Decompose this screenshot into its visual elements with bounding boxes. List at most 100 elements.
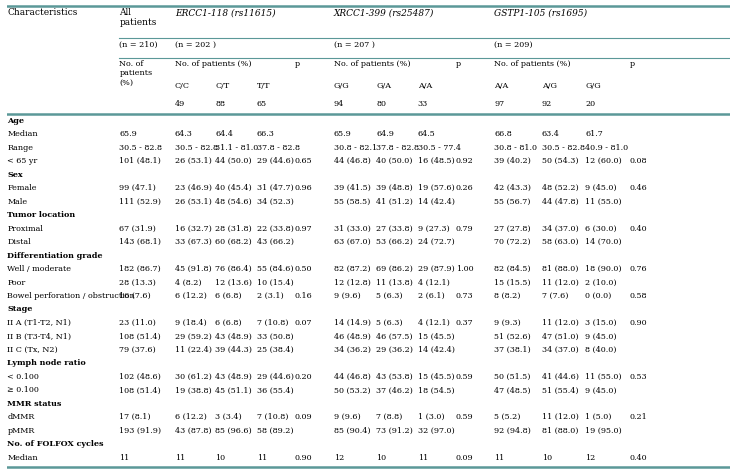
Text: 34 (37.0): 34 (37.0) — [542, 224, 579, 232]
Text: 65.9: 65.9 — [119, 130, 137, 138]
Text: 15 (45.5): 15 (45.5) — [418, 372, 454, 380]
Text: 60 (68.2): 60 (68.2) — [215, 238, 252, 246]
Text: 11: 11 — [119, 453, 130, 461]
Text: 34 (52.3): 34 (52.3) — [256, 197, 293, 205]
Text: 29 (44.6): 29 (44.6) — [256, 157, 293, 165]
Text: 19 (95.0): 19 (95.0) — [585, 426, 622, 434]
Text: 6 (12.2): 6 (12.2) — [175, 412, 207, 420]
Text: 44 (47.8): 44 (47.8) — [542, 197, 579, 205]
Text: 4 (12.1): 4 (12.1) — [418, 318, 450, 326]
Text: 30.5 - 77.4: 30.5 - 77.4 — [418, 143, 461, 151]
Text: 61.7: 61.7 — [585, 130, 603, 138]
Text: dMMR: dMMR — [7, 412, 35, 420]
Text: 46 (57.5): 46 (57.5) — [377, 332, 413, 340]
Text: 10: 10 — [377, 453, 387, 461]
Text: 22 (33.8): 22 (33.8) — [256, 224, 293, 232]
Text: 33: 33 — [418, 99, 428, 107]
Text: 0.53: 0.53 — [630, 372, 648, 380]
Text: 5 (6.3): 5 (6.3) — [377, 318, 403, 326]
Text: 31 (33.0): 31 (33.0) — [334, 224, 371, 232]
Text: 101 (48.1): 101 (48.1) — [119, 157, 161, 165]
Text: 28 (31.8): 28 (31.8) — [215, 224, 252, 232]
Text: Differentiation grade: Differentiation grade — [7, 251, 103, 259]
Text: 14 (14.9): 14 (14.9) — [334, 318, 371, 326]
Text: II B (T3-T4, N1): II B (T3-T4, N1) — [7, 332, 71, 340]
Text: G/G: G/G — [585, 81, 601, 89]
Text: < 0.100: < 0.100 — [7, 372, 39, 380]
Text: 99 (47.1): 99 (47.1) — [119, 184, 156, 192]
Text: 81 (88.0): 81 (88.0) — [542, 265, 579, 272]
Text: 94: 94 — [334, 99, 344, 107]
Text: Characteristics: Characteristics — [7, 8, 77, 17]
Text: 16 (7.6): 16 (7.6) — [119, 291, 151, 299]
Text: 55 (58.5): 55 (58.5) — [334, 197, 370, 205]
Text: 1 (5.0): 1 (5.0) — [585, 412, 612, 420]
Text: 66.3: 66.3 — [256, 130, 274, 138]
Text: 2 (10.0): 2 (10.0) — [585, 278, 617, 286]
Text: 53 (66.2): 53 (66.2) — [377, 238, 413, 246]
Text: 11 (12.0): 11 (12.0) — [542, 412, 579, 420]
Text: 143 (68.1): 143 (68.1) — [119, 238, 161, 246]
Text: 45 (51.1): 45 (51.1) — [215, 386, 252, 394]
Text: 12 (12.8): 12 (12.8) — [334, 278, 371, 286]
Text: No. of patients (%): No. of patients (%) — [175, 60, 251, 68]
Text: 44 (46.8): 44 (46.8) — [334, 157, 371, 165]
Text: 0.58: 0.58 — [630, 291, 648, 299]
Text: 37 (46.2): 37 (46.2) — [377, 386, 413, 394]
Text: 64.9: 64.9 — [377, 130, 394, 138]
Text: 0.73: 0.73 — [456, 291, 473, 299]
Text: 88: 88 — [215, 99, 226, 107]
Text: 39 (41.5): 39 (41.5) — [334, 184, 371, 192]
Text: 82 (87.2): 82 (87.2) — [334, 265, 371, 272]
Text: 48 (54.6): 48 (54.6) — [215, 197, 252, 205]
Text: No. of patients (%): No. of patients (%) — [495, 60, 570, 68]
Text: Distal: Distal — [7, 238, 31, 246]
Text: Median: Median — [7, 130, 38, 138]
Text: 50 (51.5): 50 (51.5) — [495, 372, 531, 380]
Text: 1.00: 1.00 — [456, 265, 473, 272]
Text: 0.46: 0.46 — [630, 184, 648, 192]
Text: 97: 97 — [495, 99, 504, 107]
Text: 3 (3.4): 3 (3.4) — [215, 412, 242, 420]
Text: 47 (48.5): 47 (48.5) — [495, 386, 531, 394]
Text: 65: 65 — [256, 99, 267, 107]
Text: C/T: C/T — [215, 81, 230, 89]
Text: 10: 10 — [542, 453, 552, 461]
Text: 41 (44.6): 41 (44.6) — [542, 372, 579, 380]
Text: Sex: Sex — [7, 170, 23, 178]
Text: 37.8 - 82.8: 37.8 - 82.8 — [377, 143, 419, 151]
Text: 11 (22.4): 11 (22.4) — [175, 345, 212, 353]
Text: 4 (12.1): 4 (12.1) — [418, 278, 450, 286]
Text: 1 (3.0): 1 (3.0) — [418, 412, 444, 420]
Text: 11 (55.0): 11 (55.0) — [585, 197, 622, 205]
Text: 0.50: 0.50 — [295, 265, 312, 272]
Text: 81 (88.0): 81 (88.0) — [542, 426, 579, 434]
Text: pMMR: pMMR — [7, 426, 35, 434]
Text: 0.65: 0.65 — [295, 157, 312, 165]
Text: 0.07: 0.07 — [295, 318, 312, 326]
Text: 9 (9.6): 9 (9.6) — [334, 412, 360, 420]
Text: 58 (89.2): 58 (89.2) — [256, 426, 293, 434]
Text: 40.9 - 81.0: 40.9 - 81.0 — [585, 143, 629, 151]
Text: Bowel perforation / obstruction: Bowel perforation / obstruction — [7, 291, 135, 299]
Text: 2 (6.1): 2 (6.1) — [418, 291, 444, 299]
Text: 58 (63.0): 58 (63.0) — [542, 238, 579, 246]
Text: 50 (53.2): 50 (53.2) — [334, 386, 371, 394]
Text: 51 (52.6): 51 (52.6) — [495, 332, 531, 340]
Text: 67 (31.9): 67 (31.9) — [119, 224, 156, 232]
Text: 111 (52.9): 111 (52.9) — [119, 197, 161, 205]
Text: 32 (97.0): 32 (97.0) — [418, 426, 455, 434]
Text: Proximal: Proximal — [7, 224, 43, 232]
Text: 92: 92 — [542, 99, 552, 107]
Text: 30.5 - 82.8: 30.5 - 82.8 — [119, 143, 162, 151]
Text: 30.5 - 82.8: 30.5 - 82.8 — [175, 143, 218, 151]
Text: 11: 11 — [256, 453, 267, 461]
Text: Female: Female — [7, 184, 37, 192]
Text: 82 (84.5): 82 (84.5) — [495, 265, 531, 272]
Text: Well / moderate: Well / moderate — [7, 265, 71, 272]
Text: II A (T1-T2, N1): II A (T1-T2, N1) — [7, 318, 71, 326]
Text: 49: 49 — [175, 99, 185, 107]
Text: 16 (48.5): 16 (48.5) — [418, 157, 455, 165]
Text: 0.08: 0.08 — [630, 157, 648, 165]
Text: 50 (54.3): 50 (54.3) — [542, 157, 579, 165]
